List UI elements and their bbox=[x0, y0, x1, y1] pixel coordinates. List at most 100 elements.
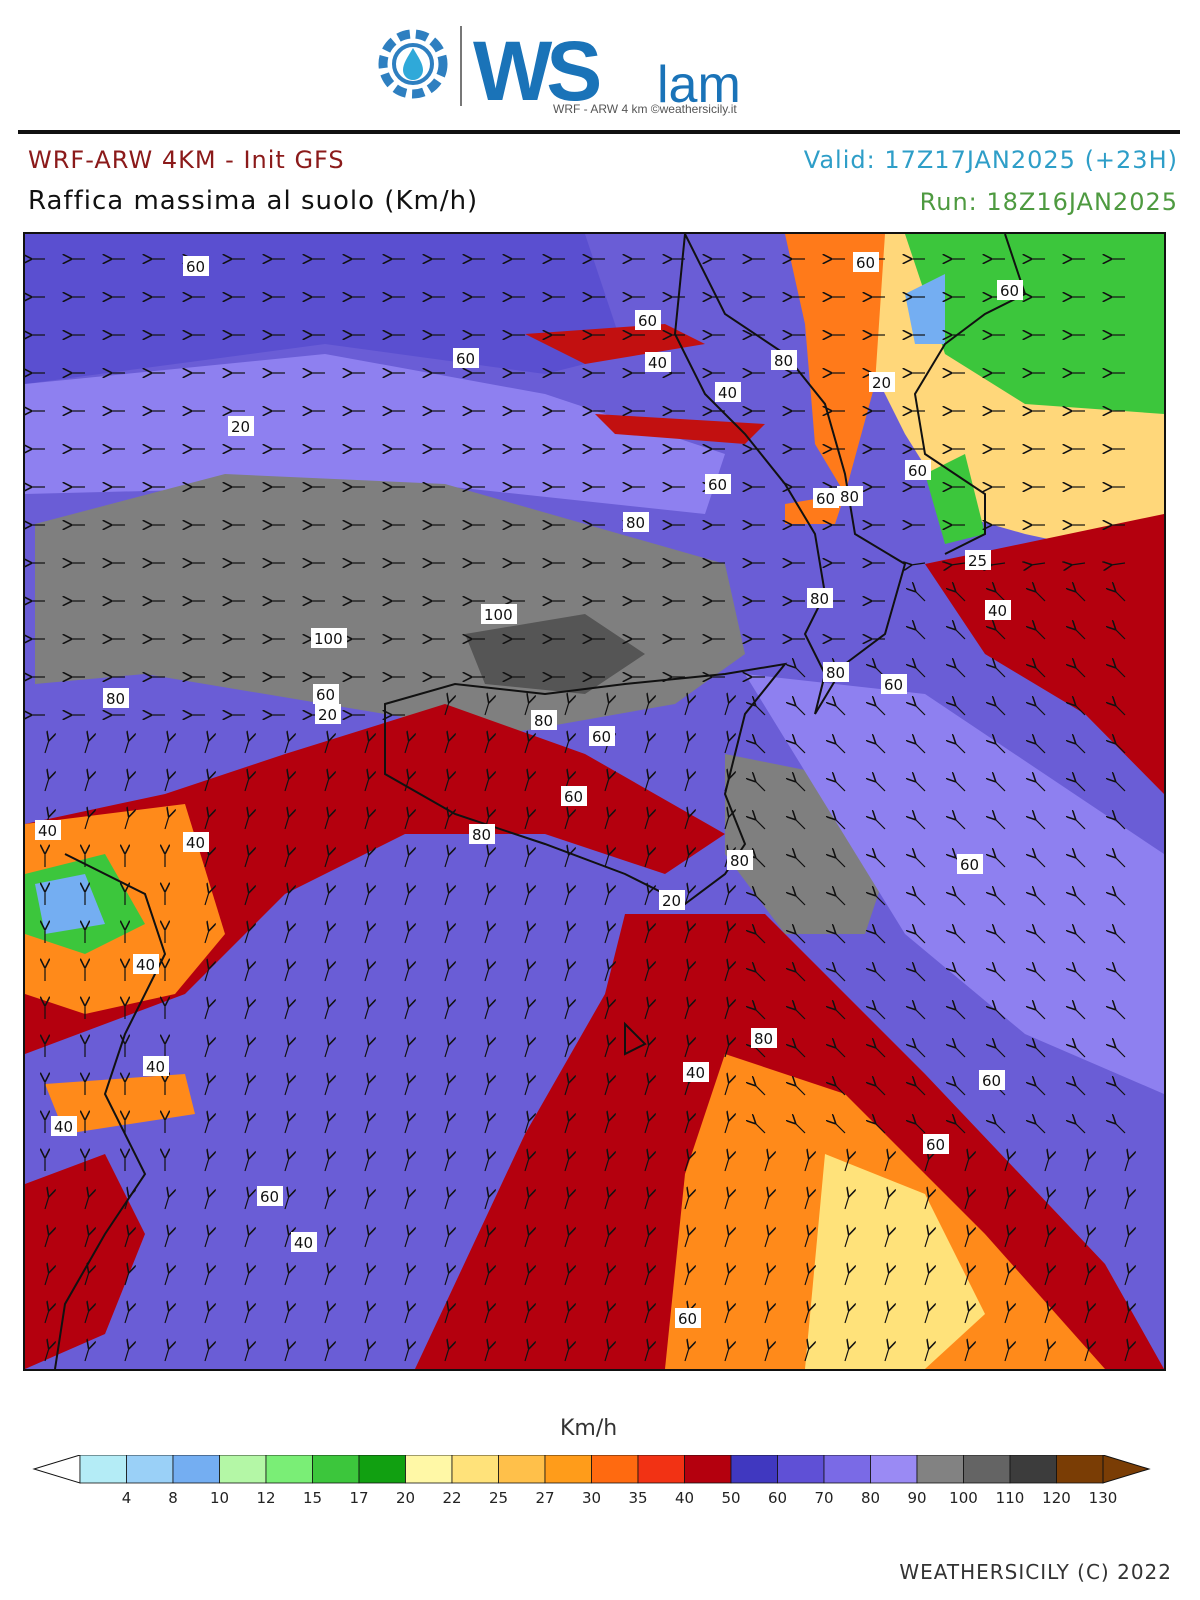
scale-tick-label: 100 bbox=[949, 1489, 978, 1507]
contour-label: 100 bbox=[311, 628, 347, 648]
wind-arrow bbox=[204, 892, 209, 906]
wind-arrow bbox=[644, 854, 649, 868]
wind-arrow bbox=[84, 1234, 89, 1248]
svg-text:60: 60 bbox=[856, 254, 875, 272]
contour-label: 80 bbox=[823, 662, 849, 682]
wind-arrow bbox=[484, 1120, 489, 1134]
wind-arrow bbox=[604, 816, 609, 830]
wind-arrow bbox=[444, 892, 449, 906]
wind-arrow bbox=[404, 1082, 409, 1096]
wind-arrow bbox=[204, 1158, 209, 1172]
wind-arrow bbox=[404, 816, 409, 830]
wind-arrow bbox=[324, 778, 329, 792]
wind-arrow bbox=[284, 854, 289, 868]
wind-arrow bbox=[364, 1006, 369, 1020]
wind-arrow bbox=[364, 892, 369, 906]
wind-arrow bbox=[1075, 819, 1086, 830]
wind-arrow bbox=[604, 1120, 609, 1134]
wind-arrow bbox=[404, 740, 409, 754]
scale-swatch bbox=[312, 1454, 360, 1484]
wind-arrow bbox=[835, 1085, 846, 1096]
wind-arrow bbox=[764, 1272, 769, 1286]
wind-arrow bbox=[164, 740, 169, 754]
wind-arrow bbox=[564, 854, 569, 868]
wind-arrow bbox=[524, 1082, 529, 1096]
wind-arrow bbox=[684, 1082, 689, 1096]
wind-arrow bbox=[964, 1348, 969, 1362]
wind-arrow bbox=[284, 816, 289, 830]
wind-arrow bbox=[524, 930, 529, 944]
scale-tick-label: 80 bbox=[861, 1489, 880, 1507]
svg-text:80: 80 bbox=[472, 826, 491, 844]
wind-arrow bbox=[644, 892, 649, 906]
wind-arrow bbox=[204, 1082, 209, 1096]
logo-suffix: lam bbox=[657, 56, 741, 114]
svg-text:80: 80 bbox=[730, 852, 749, 870]
wind-arrow bbox=[404, 1348, 409, 1362]
wind-arrow bbox=[444, 930, 449, 944]
wind-arrow bbox=[1075, 629, 1086, 640]
wind-arrow bbox=[244, 1196, 249, 1210]
wind-arrow bbox=[524, 1006, 529, 1020]
wind-arrow bbox=[284, 1120, 289, 1134]
wind-arrow bbox=[44, 1348, 49, 1362]
wind-arrow bbox=[795, 819, 806, 830]
contour-label: 20 bbox=[869, 372, 895, 392]
wind-arrow bbox=[915, 857, 926, 868]
svg-text:40: 40 bbox=[294, 1234, 313, 1252]
wind-arrow bbox=[724, 1158, 729, 1172]
field-band-22-southeast bbox=[805, 1154, 985, 1369]
wind-arrow bbox=[324, 1348, 329, 1362]
wind-arrow bbox=[604, 892, 609, 906]
wind-arrow bbox=[644, 1272, 649, 1286]
wind-arrow bbox=[915, 819, 926, 830]
svg-text:40: 40 bbox=[988, 602, 1007, 620]
wind-arrow bbox=[204, 1234, 209, 1248]
contour-label: 40 bbox=[985, 600, 1011, 620]
wind-arrow bbox=[364, 930, 369, 944]
wind-arrow bbox=[804, 1348, 809, 1362]
scale-tick-label: 40 bbox=[675, 1489, 694, 1507]
wind-arrow bbox=[124, 816, 129, 830]
wind-arrow bbox=[915, 1085, 926, 1096]
wind-arrow bbox=[204, 1310, 209, 1324]
wind-arrow bbox=[324, 1120, 329, 1134]
wind-arrow bbox=[1075, 933, 1086, 944]
wind-arrow bbox=[364, 1272, 369, 1286]
wind-arrow bbox=[484, 968, 489, 982]
wind-arrow bbox=[755, 895, 766, 906]
svg-text:60: 60 bbox=[678, 1310, 697, 1328]
wind-arrow bbox=[444, 1006, 449, 1020]
wind-arrow bbox=[204, 1006, 209, 1020]
svg-text:40: 40 bbox=[54, 1118, 73, 1136]
wind-arrow bbox=[324, 740, 329, 754]
contour-label: 40 bbox=[645, 352, 671, 372]
wind-arrow bbox=[955, 1047, 966, 1058]
scale-swatch bbox=[637, 1454, 685, 1484]
wind-arrow bbox=[1075, 591, 1086, 602]
wind-arrow bbox=[844, 1234, 849, 1248]
wind-arrow bbox=[844, 1310, 849, 1324]
wind-arrow bbox=[844, 1196, 849, 1210]
wind-arrow bbox=[915, 743, 926, 754]
wind-arrow bbox=[524, 1120, 529, 1134]
wind-arrow bbox=[995, 857, 1006, 868]
scale-swatch bbox=[1009, 1454, 1057, 1484]
svg-text:60: 60 bbox=[456, 350, 475, 368]
wind-arrow bbox=[524, 1158, 529, 1172]
contour-label: 80 bbox=[623, 512, 649, 532]
contour-label: 60 bbox=[853, 252, 879, 272]
wind-arrow bbox=[604, 1348, 609, 1362]
wind-arrow bbox=[795, 781, 806, 792]
wind-arrow bbox=[684, 1120, 689, 1134]
wind-arrow bbox=[484, 1196, 489, 1210]
scale-tick-label: 60 bbox=[768, 1489, 787, 1507]
wind-arrow bbox=[444, 1272, 449, 1286]
wind-arrow bbox=[684, 892, 689, 906]
svg-text:60: 60 bbox=[708, 476, 727, 494]
wind-arrow bbox=[835, 819, 846, 830]
gear-droplet-icon bbox=[378, 29, 448, 99]
scale-swatch bbox=[451, 1454, 499, 1484]
field-band-40-south bbox=[25, 704, 725, 1054]
wind-arrow bbox=[364, 1234, 369, 1248]
